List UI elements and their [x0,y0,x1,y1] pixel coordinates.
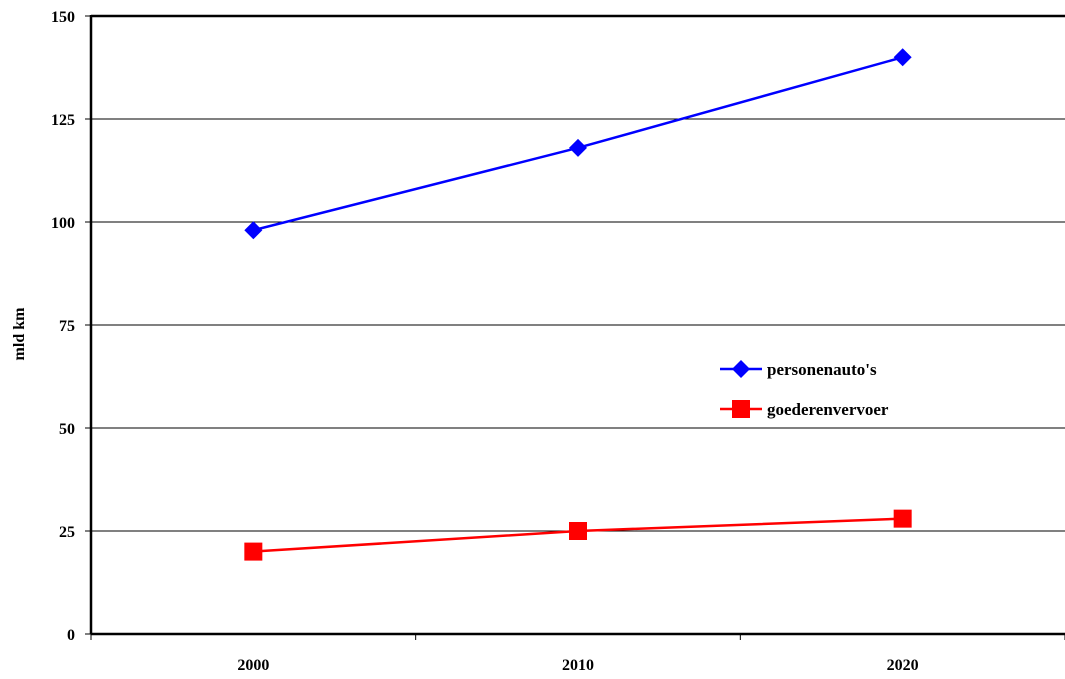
legend-label-goederenvervoer: goederenvervoer [767,400,889,419]
series-goederenvervoer [244,509,912,561]
y-tick-label: 75 [59,318,75,335]
x-tick-labels: 2000 2010 2020 [237,657,918,674]
series [244,48,912,561]
x-tick-label: 2020 [887,657,919,674]
legend-label-personenautos: personenauto's [767,360,877,379]
legend-item-goederenvervoer: goederenvervoer [720,400,889,419]
y-tick-label: 25 [59,524,75,541]
legend-marker-goederenvervoer [732,400,750,418]
y-axis-label: mld km [11,307,28,361]
y-tick-labels: 0 25 50 75 100 125 150 [51,9,75,644]
data-point-goederenvervoer [569,522,587,540]
y-tick-label: 125 [51,112,75,129]
data-point-personenautos [244,221,263,240]
x-tick-label: 2010 [562,657,594,674]
legend-marker-personenautos [732,360,750,378]
axes [85,15,1065,640]
y-tick-label: 50 [59,421,75,438]
y-tick-label: 0 [67,627,75,644]
legend: personenauto's goederenvervoer [720,360,889,419]
data-point-personenautos [569,138,587,157]
y-tick-label: 100 [51,215,75,232]
series-personenautos [244,48,912,240]
data-point-personenautos [893,48,912,67]
legend-item-personenautos: personenauto's [720,360,877,379]
data-point-goederenvervoer [244,542,263,561]
gridlines [91,14,1065,532]
data-point-goederenvervoer [893,509,912,528]
y-tick-label: 150 [51,9,75,26]
x-tick-label: 2000 [237,657,269,674]
